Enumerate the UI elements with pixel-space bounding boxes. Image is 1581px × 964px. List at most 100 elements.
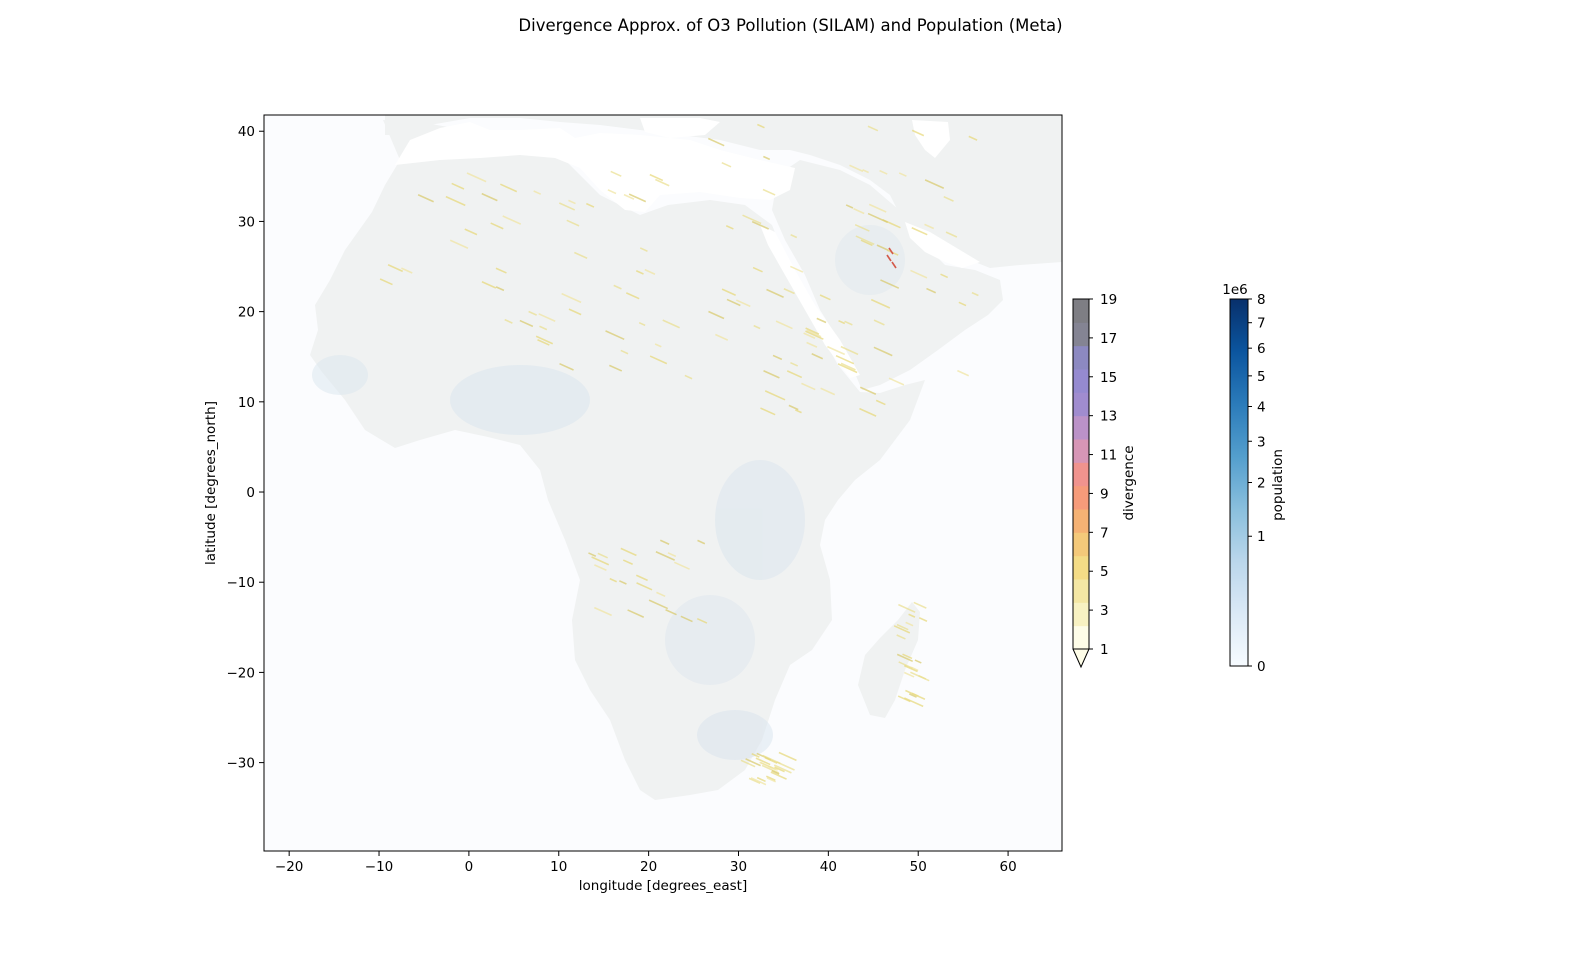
y-tick-label: 40 (238, 124, 255, 140)
x-axis-ticks: −20 −10 0 10 20 30 40 50 60 (275, 851, 1017, 875)
divergence-streak (636, 582, 653, 591)
divergence-streak (721, 288, 736, 296)
y-tick-label: −30 (227, 756, 256, 772)
divergence-colorbar: 19 17 15 13 11 9 7 5 3 1 divergence (1072, 292, 1137, 669)
divergence-streak (924, 223, 935, 230)
divergence-streak (659, 539, 670, 545)
divergence-streak (840, 345, 859, 356)
divergence-streak (620, 547, 637, 557)
divergence-streak (649, 355, 668, 365)
divergence-streak (910, 269, 928, 279)
divergence-colorbar-segment (1073, 392, 1089, 417)
divergence-colorbar-tick-label: 19 (1100, 292, 1117, 308)
x-tick-label: 0 (465, 859, 474, 875)
divergence-streak (568, 308, 582, 316)
divergence-streak (790, 265, 804, 273)
divergence-streak (910, 666, 919, 672)
divergence-streak (561, 292, 582, 304)
divergence-streak (751, 220, 769, 230)
population-colorbar-exponent: 1e6 (1222, 282, 1247, 298)
divergence-streak (588, 552, 597, 557)
divergence-streak (649, 173, 664, 182)
divergence-streak (926, 287, 937, 294)
divergence-streak (772, 354, 783, 361)
divergence-streak (957, 369, 970, 377)
divergence-streak (750, 777, 767, 786)
divergence-streak (968, 135, 978, 141)
divergence-streak (558, 202, 576, 211)
divergence-streak (745, 758, 761, 767)
divergence-streak (790, 361, 799, 367)
divergence-streak (451, 182, 465, 190)
divergence-streak (445, 195, 466, 207)
divergence-hotspot (886, 254, 892, 262)
divergence-colorbar-tick-label: 17 (1100, 331, 1117, 347)
divergence-streak (755, 757, 771, 766)
divergence-streak (774, 766, 785, 773)
x-tick-label: 20 (640, 859, 657, 875)
divergence-streak (566, 219, 580, 227)
divergence-streak (742, 214, 762, 225)
divergence-streak (762, 188, 776, 196)
divergence-streak (771, 770, 780, 775)
y-tick-label: 30 (238, 214, 255, 230)
x-tick-label: 30 (730, 859, 747, 875)
divergence-streak (775, 320, 793, 330)
x-tick-label: 40 (820, 859, 837, 875)
divergence-streak (806, 329, 822, 338)
divergence-streak (667, 552, 677, 558)
divergence-streak (820, 387, 836, 396)
population-colorbar-fill (1230, 299, 1248, 666)
population-colorbar-ticks: 8 7 6 5 4 3 2 1 0 (1248, 292, 1266, 675)
divergence-streak (897, 695, 911, 703)
divergence-streak (535, 335, 554, 345)
figure-title: Divergence Approx. of O3 Pollution (SILA… (518, 16, 1063, 35)
divergence-colorbar-segment (1073, 322, 1089, 347)
divergence-streak (495, 286, 505, 292)
divergence-colorbar-tick-label: 11 (1100, 448, 1117, 464)
divergence-streak (748, 777, 761, 785)
divergence-colorbar-segment (1073, 602, 1089, 627)
divergence-streak (537, 338, 550, 346)
population-colorbar-tick-label: 1 (1257, 529, 1266, 545)
divergence-streak (870, 298, 891, 309)
divergence-streak (759, 761, 773, 769)
divergence-streak (867, 125, 879, 132)
divergence-streak (908, 693, 917, 698)
divergence-colorbar-segment (1073, 555, 1089, 580)
y-tick-label: 0 (246, 485, 255, 501)
divergence-streak (924, 179, 945, 190)
population-colorbar: 1e6 8 7 6 5 4 3 2 1 0 population (1222, 282, 1286, 675)
divergence-streak (783, 288, 795, 295)
divergence-streak (539, 325, 548, 331)
divergence-streak (879, 169, 888, 175)
divergence-streak (867, 212, 888, 224)
divergence-streak (880, 279, 900, 289)
divergence-streak (707, 137, 725, 147)
divergence-colorbar-segment (1073, 439, 1089, 463)
divergence-colorbar-extend-triangle (1072, 648, 1090, 669)
divergence-streak (859, 407, 877, 417)
divergence-colorbar-segment (1073, 299, 1089, 323)
divergence-streak (845, 204, 854, 209)
divergence-streak (725, 224, 734, 230)
divergence-streak (838, 319, 846, 325)
x-axis-label: longitude [degrees_east] (579, 878, 747, 894)
divergence-colorbar-segments (1073, 299, 1089, 650)
divergence-streak (655, 178, 670, 187)
divergence-streak (379, 278, 393, 286)
divergence-streak (958, 301, 967, 307)
divergence-streak (655, 550, 675, 561)
population-colorbar-tick-label: 7 (1257, 316, 1266, 332)
divergence-streak (911, 227, 928, 236)
divergence-streak (918, 617, 928, 622)
divergence-streak (752, 266, 763, 273)
mediterranean-sea (395, 122, 795, 212)
divergence-colorbar-tick-label: 13 (1100, 409, 1117, 425)
divergence-streak (726, 298, 741, 307)
divergence-streak (481, 281, 497, 289)
divergence-streak (610, 170, 622, 177)
population-colorbar-tick-label: 6 (1257, 341, 1266, 357)
divergence-streaks (379, 123, 979, 786)
